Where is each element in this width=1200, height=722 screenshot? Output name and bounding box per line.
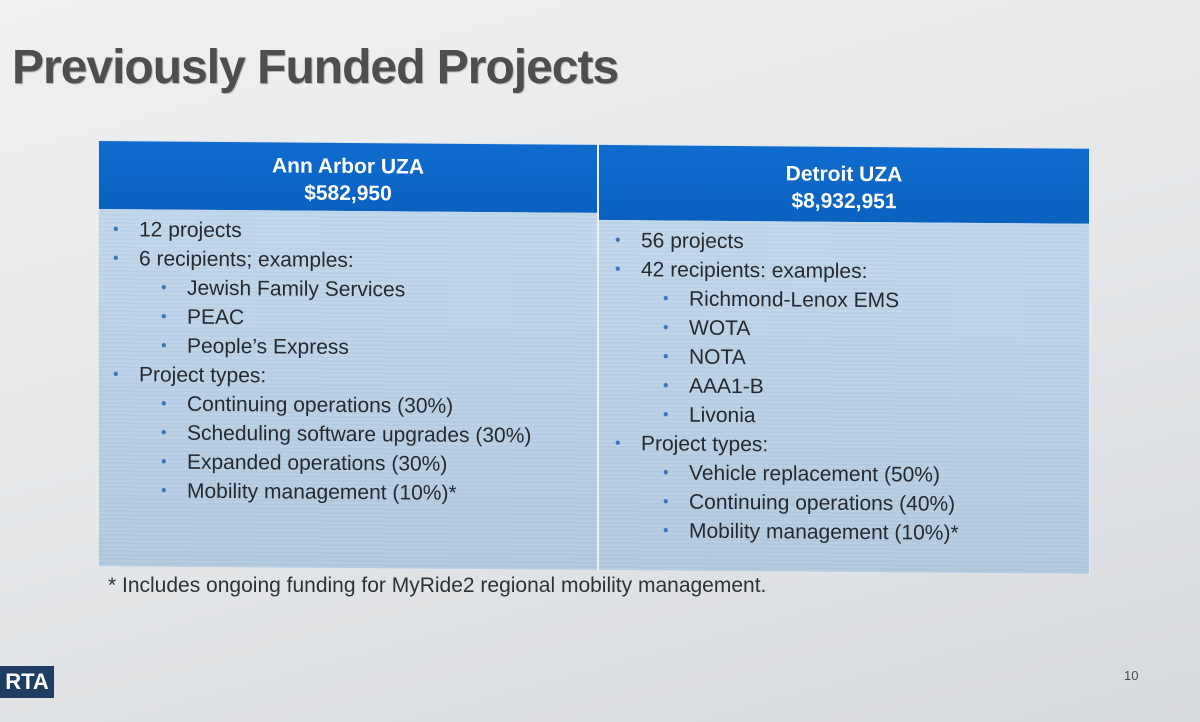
sub-list-item: • Livonia (609, 400, 1089, 433)
sub-list-wrapper: • Jewish Family Services • PEAC • People’s Ex… (107, 273, 597, 364)
bullet-dot-icon: • (663, 290, 669, 308)
ann-arbor-column: Ann Arbor UZA $582,950 • 12 projects • 6 re… (99, 141, 599, 570)
sub-list-item: • People’s Express (107, 331, 597, 364)
list-item-text: Project types: (641, 432, 769, 457)
sub-list-item-text: AAA1-B (689, 374, 764, 399)
detroit-body: • 56 projects • 42 recipients: examples: • Ri… (599, 219, 1089, 574)
bullet-dot-icon: • (161, 453, 167, 471)
bullet-dot-icon: • (663, 377, 669, 395)
sub-list-item: • Vehicle replacement (50%) (609, 458, 1089, 491)
ann-arbor-amount: $582,950 (304, 181, 392, 206)
list-item: • 42 recipients: examples: (609, 255, 1089, 288)
bullet-dot-icon: • (663, 493, 669, 511)
bullet-dot-icon: • (161, 482, 167, 500)
sub-list-item-text: Jewish Family Services (187, 276, 406, 302)
sub-list-item-text: Livonia (689, 403, 756, 428)
bullet-dot-icon: • (615, 261, 621, 279)
sub-list-wrapper: • Continuing operations (30%) • Scheduling … (107, 389, 597, 509)
sub-list-item-text: Mobility management (10%)* (187, 479, 457, 505)
sub-list-item: • AAA1-B (609, 371, 1089, 404)
detroit-name: Detroit UZA (785, 162, 903, 187)
rta-logo: RTA (0, 666, 54, 698)
bullet-dot-icon: • (663, 522, 669, 540)
sub-list: • Richmond-Lenox EMS • WOTA • NOTA • AAA1-B • Liv… (609, 284, 1089, 433)
ann-arbor-header: Ann Arbor UZA $582,950 (99, 141, 597, 213)
sub-list-item: • Scheduling software upgrades (30%) (107, 418, 597, 451)
bullet-dot-icon: • (663, 319, 669, 337)
sub-list-item-text: PEAC (187, 305, 245, 330)
sub-list-item: • Expanded operations (30%) (107, 447, 597, 480)
sub-list-item: • Jewish Family Services (107, 273, 597, 306)
page-title: Previously Funded Projects (12, 41, 619, 94)
bullet-dot-icon: • (615, 435, 621, 453)
detroit-column: Detroit UZA $8,932,951 • 56 projects • 42 r… (599, 144, 1089, 574)
bullet-dot-icon: • (663, 348, 669, 366)
bullet-dot-icon: • (663, 406, 669, 424)
sub-list-item: • Mobility management (10%)* (107, 476, 597, 509)
list-item-text: 6 recipients; examples: (139, 247, 354, 273)
detroit-amount: $8,932,951 (791, 189, 897, 214)
sub-list-item: • Richmond-Lenox EMS (609, 284, 1089, 317)
sub-list: • Continuing operations (30%) • Scheduling … (107, 389, 597, 509)
sub-list-item-text: Richmond-Lenox EMS (689, 287, 900, 313)
sub-list-item: • Continuing operations (30%) (107, 389, 597, 422)
list-item-text: Project types: (139, 363, 267, 388)
sub-list-item-text: Continuing operations (40%) (689, 490, 956, 516)
sub-list-wrapper: • Vehicle replacement (50%) • Continuing op… (609, 458, 1089, 549)
bullet-dot-icon: • (161, 424, 167, 442)
bullet-dot-icon: • (161, 337, 167, 355)
sub-list-item-text: Continuing operations (30%) (187, 392, 454, 418)
bullet-dot-icon: • (161, 279, 167, 297)
funding-table: Ann Arbor UZA $582,950 • 12 projects • 6 re… (98, 140, 1090, 575)
page-number: 10 (1124, 668, 1139, 683)
list-item: • 12 projects (107, 215, 597, 248)
ann-arbor-body: • 12 projects • 6 recipients; examples: • Jew… (99, 209, 597, 570)
sub-list-item: • Mobility management (10%)* (609, 516, 1089, 549)
sub-list: • Vehicle replacement (50%) • Continuing op… (609, 458, 1089, 549)
list-item-text: 42 recipients: examples: (641, 258, 868, 284)
ann-arbor-list: • 12 projects • 6 recipients; examples: • Jew… (99, 209, 597, 509)
detroit-header: Detroit UZA $8,932,951 (599, 144, 1089, 224)
sub-list-item-text: WOTA (689, 316, 751, 341)
sub-list-item-text: NOTA (689, 345, 746, 370)
sub-list-item-text: Vehicle replacement (50%) (689, 461, 940, 487)
sub-list-item: • Continuing operations (40%) (609, 487, 1089, 520)
sub-list-item-text: Expanded operations (30%) (187, 450, 448, 476)
list-item: • 6 recipients; examples: (107, 244, 597, 277)
bullet-dot-icon: • (663, 464, 669, 482)
list-item: • 56 projects (609, 226, 1089, 259)
sub-list-item: • NOTA (609, 342, 1089, 375)
sub-list-item: • WOTA (609, 313, 1089, 346)
detroit-list: • 56 projects • 42 recipients: examples: • Ri… (599, 220, 1089, 549)
bullet-dot-icon: • (113, 250, 119, 268)
bullet-dot-icon: • (161, 308, 167, 326)
list-item-text: 56 projects (641, 229, 744, 254)
bullet-dot-icon: • (113, 366, 119, 384)
list-item-text: 12 projects (139, 218, 242, 243)
sub-list-item-text: Mobility management (10%)* (689, 519, 959, 545)
sub-list: • Jewish Family Services • PEAC • People’s Ex… (107, 273, 597, 364)
list-item: • Project types: (107, 360, 597, 393)
list-item: • Project types: (609, 429, 1089, 462)
sub-list-item: • PEAC (107, 302, 597, 335)
bullet-dot-icon: • (615, 232, 621, 250)
sub-list-wrapper: • Richmond-Lenox EMS • WOTA • NOTA • AAA1-B • Liv… (609, 284, 1089, 433)
bullet-dot-icon: • (161, 395, 167, 413)
footnote: * Includes ongoing funding for MyRide2 r… (108, 574, 767, 597)
sub-list-item-text: Scheduling software upgrades (30%) (187, 421, 532, 448)
ann-arbor-name: Ann Arbor UZA (271, 154, 425, 179)
sub-list-item-text: People’s Express (187, 334, 349, 359)
bullet-dot-icon: • (113, 221, 119, 239)
